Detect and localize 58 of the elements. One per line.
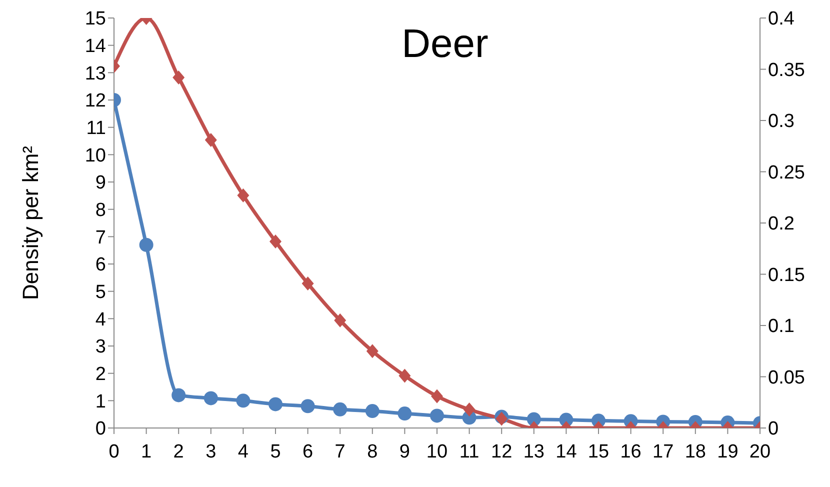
point <box>300 399 315 414</box>
y-tick-label: 9 <box>95 172 106 194</box>
y-tick-label: 10 <box>84 145 106 166</box>
y-axis-title: Density per km² <box>18 146 43 300</box>
x-tick-label: 14 <box>556 441 578 462</box>
x-tick-label: 13 <box>523 441 544 462</box>
y-tick-label: 13 <box>84 63 106 84</box>
chart-title: Deer <box>402 22 488 66</box>
x-tick-label: 1 <box>141 441 152 462</box>
y2-tick-label: 0.25 <box>768 162 805 184</box>
y-tick-label: 3 <box>95 336 106 358</box>
y2-tick-label: 0.4 <box>768 8 795 30</box>
point <box>398 406 412 421</box>
x-tick-label: 20 <box>749 441 771 462</box>
y-tick-label: 7 <box>95 227 106 248</box>
x-tick-label: 0 <box>108 441 120 462</box>
y-tick-label: 8 <box>95 200 106 222</box>
y-tick-label: 6 <box>95 254 106 276</box>
y2-tick-label: 0.1 <box>768 316 794 338</box>
y2-tick-label: 0.3 <box>768 111 794 132</box>
point <box>430 408 444 423</box>
y-tick-label: 4 <box>95 309 106 330</box>
y-tick-label: 12 <box>84 90 106 112</box>
point <box>172 388 186 402</box>
point <box>236 394 250 408</box>
x-tick-label: 10 <box>426 441 448 462</box>
y-tick-label: 1 <box>95 391 106 412</box>
y2-tick-label: 0.35 <box>768 60 805 81</box>
x-tick-label: 2 <box>173 441 184 462</box>
x-tick-label: 18 <box>684 441 706 462</box>
x-tick-label: 5 <box>270 441 281 462</box>
x-tick-label: 19 <box>717 441 738 462</box>
y2-tick-label: 0.15 <box>768 264 805 286</box>
x-tick-label: 17 <box>652 441 674 462</box>
y-tick-label: 15 <box>84 8 106 30</box>
point <box>204 391 218 406</box>
point <box>333 402 348 416</box>
x-tick-label: 3 <box>206 441 216 462</box>
y-tick-label: 11 <box>86 118 106 140</box>
x-tick-label: 11 <box>459 441 480 462</box>
x-tick-label: 6 <box>302 441 314 462</box>
x-tick-label: 15 <box>588 441 610 462</box>
y2-tick-label: 0.05 <box>768 367 805 388</box>
y2-tick-label: 0 <box>768 418 779 440</box>
x-tick-label: 7 <box>334 441 346 462</box>
y-tick-label: 2 <box>95 364 106 386</box>
x-tick-label: 12 <box>491 441 512 462</box>
x-tick-label: 16 <box>620 441 642 462</box>
x-tick-label: 4 <box>238 441 249 462</box>
y-tick-label: 14 <box>84 36 106 58</box>
y2-tick-label: 0.2 <box>768 214 794 235</box>
point <box>268 397 282 412</box>
point <box>365 404 380 418</box>
y-tick-label: 0 <box>95 418 106 440</box>
point <box>139 238 154 252</box>
y-tick-label: 5 <box>95 282 106 304</box>
x-tick-label: 8 <box>367 441 378 462</box>
x-tick-label: 9 <box>399 441 410 462</box>
